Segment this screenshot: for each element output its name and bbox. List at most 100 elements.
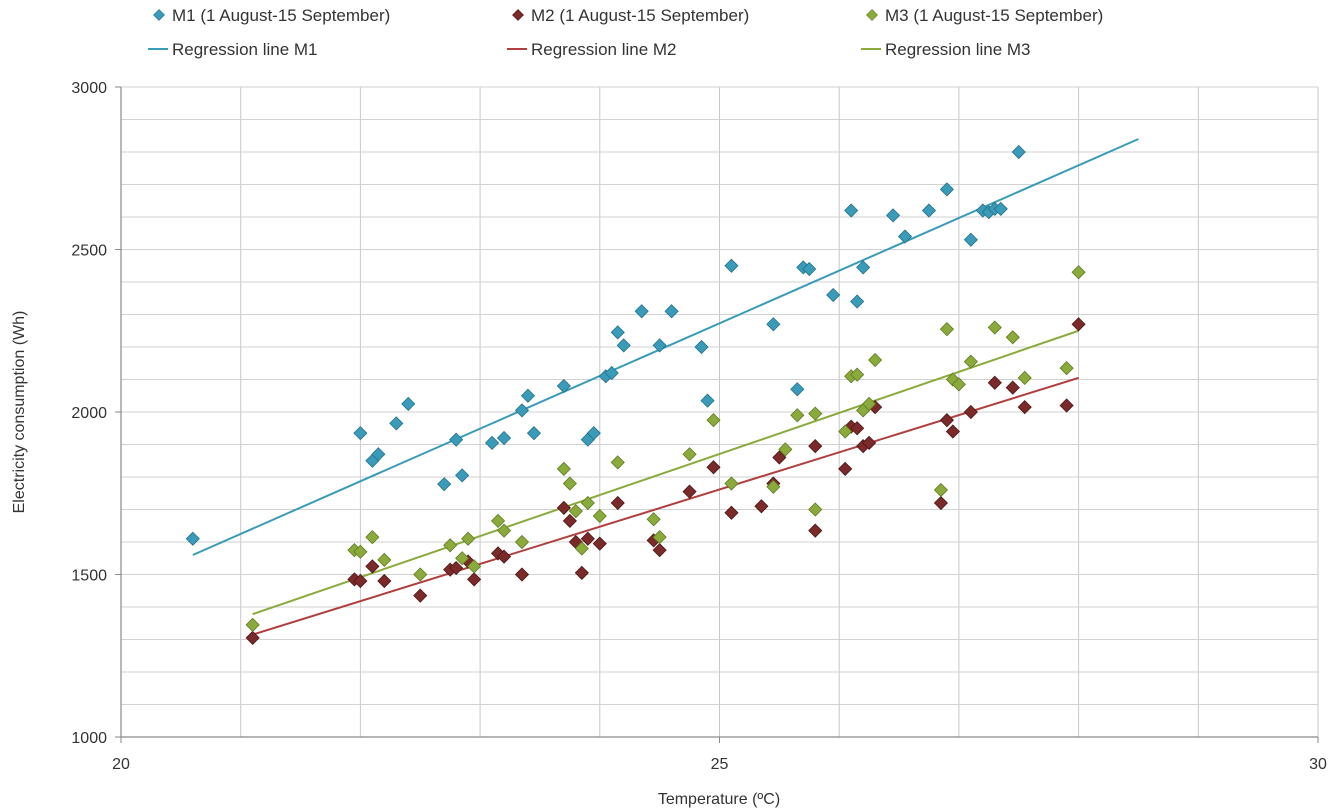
data-point-m2 bbox=[945, 424, 960, 439]
data-point-m2 bbox=[556, 500, 571, 515]
legend-label: M2 (1 August-15 September) bbox=[531, 6, 749, 25]
data-point-m1 bbox=[1011, 144, 1026, 160]
data-point-m1 bbox=[520, 388, 536, 403]
data-point-m3 bbox=[574, 541, 589, 556]
data-point-m3 bbox=[1005, 330, 1020, 345]
data-point-m3 bbox=[455, 551, 470, 566]
data-point-m1 bbox=[652, 338, 667, 353]
data-point-m2 bbox=[933, 495, 949, 511]
data-point-m2 bbox=[496, 549, 512, 564]
data-point-m3 bbox=[413, 567, 428, 582]
data-point-m3 bbox=[490, 513, 506, 528]
x-tick-label: 20 bbox=[112, 756, 130, 773]
axes bbox=[115, 86, 1319, 743]
data-point-m2 bbox=[413, 588, 428, 603]
data-point-m1 bbox=[844, 203, 859, 218]
data-point-m1 bbox=[634, 304, 649, 319]
x-tick-label: 30 bbox=[1309, 756, 1327, 773]
data-point-m3 bbox=[365, 530, 380, 545]
data-point-m1 bbox=[616, 338, 631, 353]
data-point-m3 bbox=[838, 424, 853, 439]
data-point-m1 bbox=[604, 365, 619, 381]
data-point-m2 bbox=[365, 559, 380, 574]
data-point-m3 bbox=[496, 523, 512, 538]
data-point-m2 bbox=[862, 435, 877, 450]
data-point-m3 bbox=[963, 354, 978, 369]
data-point-m2 bbox=[592, 536, 607, 551]
data-point-m2 bbox=[449, 560, 464, 576]
data-point-m3 bbox=[646, 512, 661, 527]
y-tick-label: 2500 bbox=[71, 243, 107, 260]
data-point-m2 bbox=[1005, 380, 1020, 395]
data-point-m1 bbox=[790, 382, 805, 397]
data-point-m2 bbox=[467, 572, 482, 587]
data-point-m2 bbox=[808, 439, 823, 454]
data-point-m3 bbox=[850, 367, 865, 382]
data-point-m1 bbox=[802, 261, 817, 277]
data-point-m3 bbox=[562, 476, 577, 491]
data-point-m2 bbox=[1017, 400, 1032, 415]
data-point-m1 bbox=[610, 325, 625, 340]
data-point-m3 bbox=[939, 322, 954, 337]
data-point-m1 bbox=[185, 531, 200, 546]
data-point-m3 bbox=[568, 504, 583, 519]
data-point-m1 bbox=[586, 426, 601, 441]
legend-label: M3 (1 August-15 September) bbox=[885, 6, 1103, 25]
data-point-m2 bbox=[377, 573, 392, 589]
data-point-m2 bbox=[514, 567, 530, 582]
data-point-m2 bbox=[838, 461, 853, 476]
data-point-m2 bbox=[987, 375, 1002, 390]
legend-label: Regression line M2 bbox=[531, 40, 677, 59]
data-point-m2 bbox=[610, 495, 625, 511]
data-point-m3 bbox=[514, 534, 530, 550]
data-point-m3 bbox=[933, 482, 949, 498]
data-point-m1 bbox=[694, 339, 709, 355]
data-point-m1 bbox=[850, 294, 865, 309]
data-point-m1 bbox=[455, 468, 470, 483]
data-point-m3 bbox=[580, 495, 595, 511]
data-point-m1 bbox=[514, 403, 530, 418]
legend-marker-diamond bbox=[153, 9, 165, 21]
data-point-m3 bbox=[652, 530, 667, 545]
legend-marker-diamond bbox=[512, 9, 524, 21]
data-point-m1 bbox=[449, 432, 464, 447]
data-point-m3 bbox=[778, 442, 793, 457]
data-point-m1 bbox=[556, 378, 571, 394]
data-point-m3 bbox=[808, 502, 823, 517]
data-point-m2 bbox=[808, 523, 823, 538]
data-point-m3 bbox=[790, 408, 805, 423]
data-point-m1 bbox=[939, 182, 954, 197]
data-point-m2 bbox=[772, 450, 787, 465]
data-point-m2 bbox=[754, 499, 769, 514]
data-point-m2 bbox=[850, 421, 865, 436]
data-point-m2 bbox=[706, 460, 721, 475]
data-point-m1 bbox=[485, 435, 500, 450]
data-point-m3 bbox=[467, 559, 482, 574]
data-point-m3 bbox=[1071, 265, 1086, 280]
data-point-m3 bbox=[556, 461, 571, 476]
data-point-m1 bbox=[664, 304, 679, 319]
data-point-m2 bbox=[652, 543, 667, 558]
data-point-m2 bbox=[963, 404, 978, 420]
data-point-m3 bbox=[987, 320, 1002, 335]
data-point-m1 bbox=[724, 258, 739, 273]
data-point-m2 bbox=[353, 573, 368, 589]
data-point-m1 bbox=[766, 317, 781, 332]
legend: M1 (1 August-15 September) M2 (1 August-1… bbox=[148, 6, 1103, 59]
data-point-m3 bbox=[706, 413, 721, 428]
legend-label: Regression line M3 bbox=[885, 40, 1031, 59]
data-point-m3 bbox=[682, 447, 697, 462]
data-point-m2 bbox=[1059, 398, 1074, 413]
data-point-m3 bbox=[461, 531, 476, 546]
data-point-m1 bbox=[921, 203, 937, 218]
data-point-m1 bbox=[371, 447, 386, 462]
data-point-m3 bbox=[592, 508, 607, 524]
data-point-m3 bbox=[862, 396, 877, 411]
data-point-m1 bbox=[437, 477, 452, 492]
data-point-m1 bbox=[353, 426, 368, 441]
regression-line-2 bbox=[252, 376, 1079, 636]
data-point-m1 bbox=[401, 396, 416, 411]
data-point-m3 bbox=[353, 544, 368, 559]
data-point-m2 bbox=[682, 484, 697, 499]
